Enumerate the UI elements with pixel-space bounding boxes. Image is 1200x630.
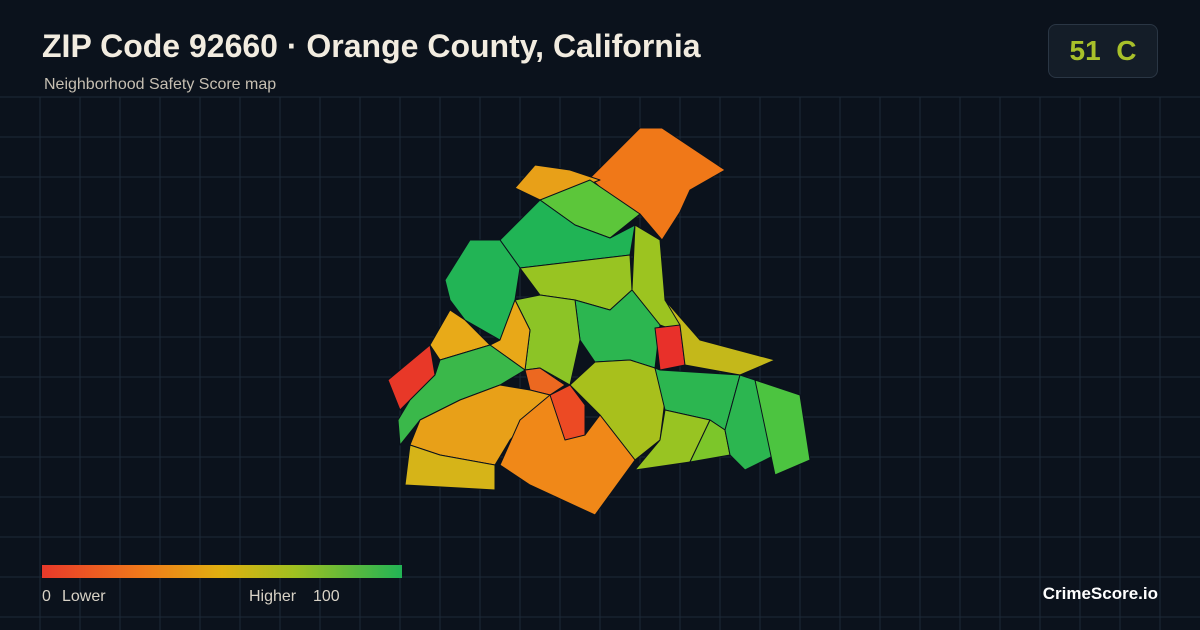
score: 51 (1069, 35, 1101, 66)
legend-min-label: Lower (62, 588, 106, 605)
title: ZIP Code 92660 · Orange County, Californ… (42, 28, 701, 64)
legend-gradient (42, 565, 402, 578)
subtitle: Neighborhood Safety Score map (44, 76, 277, 93)
area (404, 444, 496, 491)
legend-min: 0 (42, 588, 51, 605)
area (754, 379, 811, 476)
legend-max: 100 (313, 588, 340, 605)
area (489, 299, 531, 371)
legend-max-label: Higher (249, 588, 297, 605)
neighborhoods (387, 127, 811, 516)
area (634, 409, 711, 471)
score-badge: 51 C (1048, 24, 1158, 78)
area (524, 367, 566, 396)
grade: C (1116, 35, 1137, 66)
area (549, 384, 586, 441)
area (429, 309, 491, 361)
brand: CrimeScore.io (1042, 584, 1158, 603)
